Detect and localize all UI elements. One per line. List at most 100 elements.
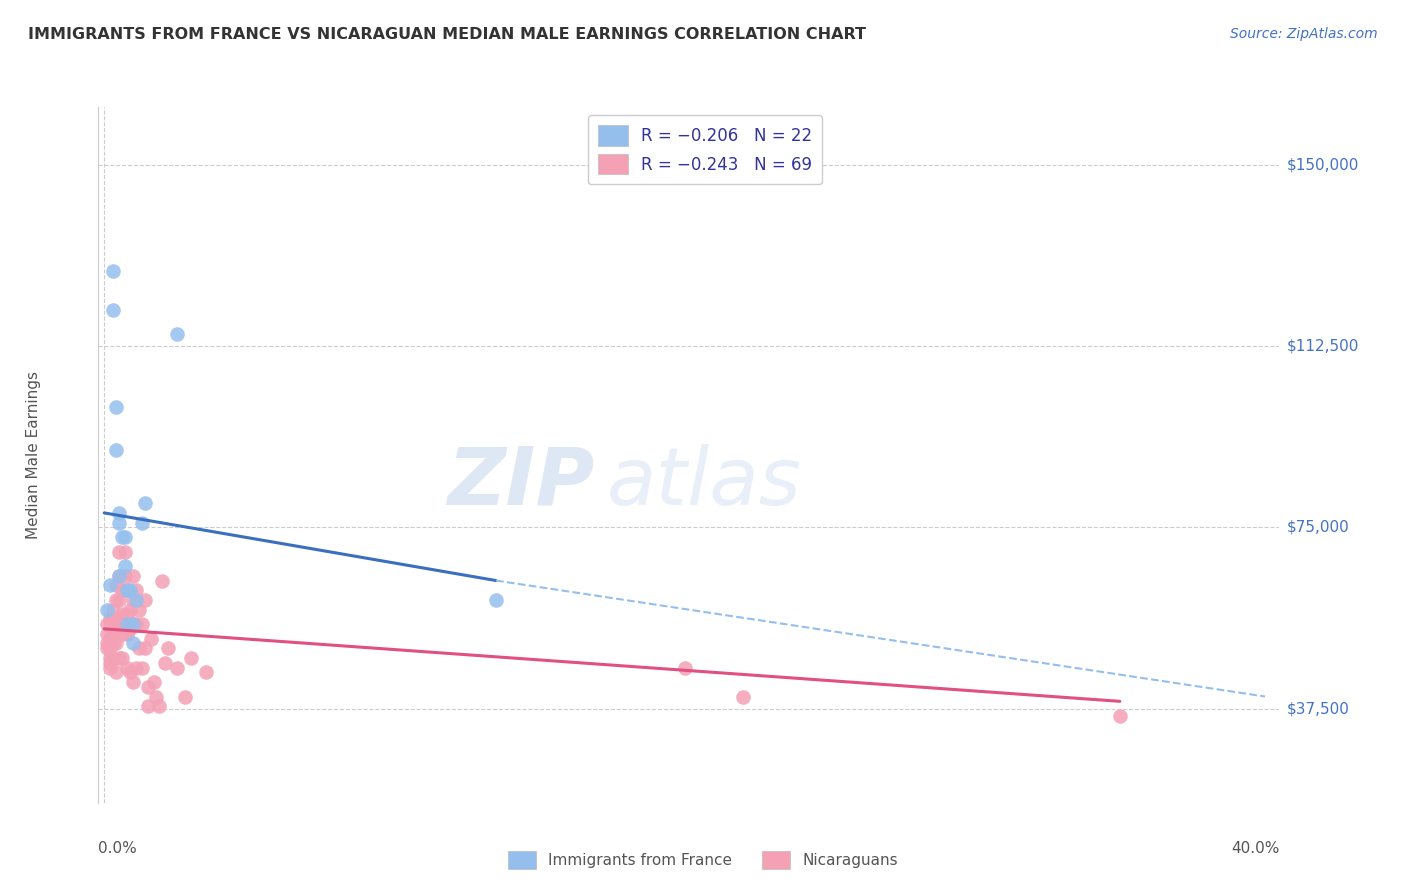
Point: [125, 617, 148, 632]
Point: [111, 626, 134, 640]
Point: [131, 660, 153, 674]
Point: [128, 602, 150, 616]
Point: [98, 641, 121, 656]
Point: [114, 568, 136, 582]
Text: Median Male Earnings: Median Male Earnings: [25, 371, 41, 539]
Point: [107, 617, 129, 632]
Point: [114, 530, 136, 544]
Point: [104, 443, 127, 458]
Point: [1108, 708, 1130, 723]
Point: [166, 660, 188, 674]
Point: [673, 660, 696, 674]
Point: [107, 568, 129, 582]
Point: [153, 656, 176, 670]
Point: [104, 578, 127, 592]
Point: [166, 327, 188, 342]
Point: [107, 544, 129, 558]
Point: [117, 660, 139, 674]
Point: [114, 559, 136, 574]
Point: [107, 592, 129, 607]
Point: [180, 651, 202, 665]
Point: [122, 568, 145, 582]
Point: [101, 626, 124, 640]
Point: [111, 583, 134, 598]
Legend: R = −0.206   N = 22, R = −0.243   N = 69: R = −0.206 N = 22, R = −0.243 N = 69: [588, 115, 823, 185]
Point: [104, 636, 127, 650]
Point: [120, 602, 142, 616]
Text: atlas: atlas: [606, 443, 801, 522]
Point: [104, 665, 127, 680]
Point: [96, 602, 118, 616]
Point: [122, 636, 145, 650]
Point: [131, 617, 153, 632]
Point: [98, 651, 121, 665]
Point: [107, 506, 129, 520]
Point: [134, 592, 156, 607]
Point: [117, 617, 139, 632]
Point: [145, 690, 167, 704]
Point: [101, 264, 124, 278]
Point: [96, 641, 118, 656]
Point: [117, 583, 139, 598]
Point: [125, 660, 148, 674]
Point: [122, 617, 145, 632]
Point: [101, 636, 124, 650]
Point: [98, 578, 121, 592]
Point: [111, 607, 134, 622]
Text: IMMIGRANTS FROM FRANCE VS NICARAGUAN MEDIAN MALE EARNINGS CORRELATION CHART: IMMIGRANTS FROM FRANCE VS NICARAGUAN MED…: [28, 27, 866, 42]
Point: [157, 641, 180, 656]
Legend: Immigrants from France, Nicaraguans: Immigrants from France, Nicaraguans: [502, 845, 904, 875]
Point: [120, 583, 142, 598]
Point: [194, 665, 217, 680]
Point: [101, 651, 124, 665]
Text: 40.0%: 40.0%: [1232, 841, 1279, 856]
Point: [101, 612, 124, 626]
Point: [485, 592, 508, 607]
Point: [134, 496, 156, 510]
Point: [150, 574, 173, 588]
Text: $37,500: $37,500: [1286, 701, 1350, 716]
Text: $112,500: $112,500: [1286, 339, 1358, 354]
Point: [101, 303, 124, 318]
Text: $150,000: $150,000: [1286, 158, 1358, 172]
Point: [114, 544, 136, 558]
Point: [107, 516, 129, 530]
Point: [136, 699, 159, 714]
Point: [96, 626, 118, 640]
Point: [107, 651, 129, 665]
Point: [104, 622, 127, 636]
Point: [142, 675, 165, 690]
Point: [107, 568, 129, 582]
Text: ZIP: ZIP: [447, 443, 595, 522]
Text: Source: ZipAtlas.com: Source: ZipAtlas.com: [1230, 27, 1378, 41]
Point: [114, 617, 136, 632]
Point: [98, 612, 121, 626]
Point: [148, 699, 170, 714]
Point: [117, 607, 139, 622]
Point: [125, 592, 148, 607]
Point: [125, 583, 148, 598]
Point: [98, 660, 121, 674]
Text: $75,000: $75,000: [1286, 520, 1350, 535]
Point: [174, 690, 197, 704]
Point: [101, 602, 124, 616]
Point: [117, 583, 139, 598]
Point: [111, 651, 134, 665]
Point: [98, 656, 121, 670]
Point: [131, 516, 153, 530]
Point: [128, 641, 150, 656]
Point: [104, 592, 127, 607]
Point: [104, 400, 127, 414]
Point: [731, 690, 754, 704]
Point: [122, 675, 145, 690]
Point: [96, 636, 118, 650]
Point: [104, 612, 127, 626]
Point: [117, 626, 139, 640]
Point: [111, 530, 134, 544]
Point: [122, 592, 145, 607]
Point: [139, 632, 162, 646]
Point: [120, 665, 142, 680]
Text: 0.0%: 0.0%: [98, 841, 138, 856]
Point: [136, 680, 159, 694]
Point: [120, 622, 142, 636]
